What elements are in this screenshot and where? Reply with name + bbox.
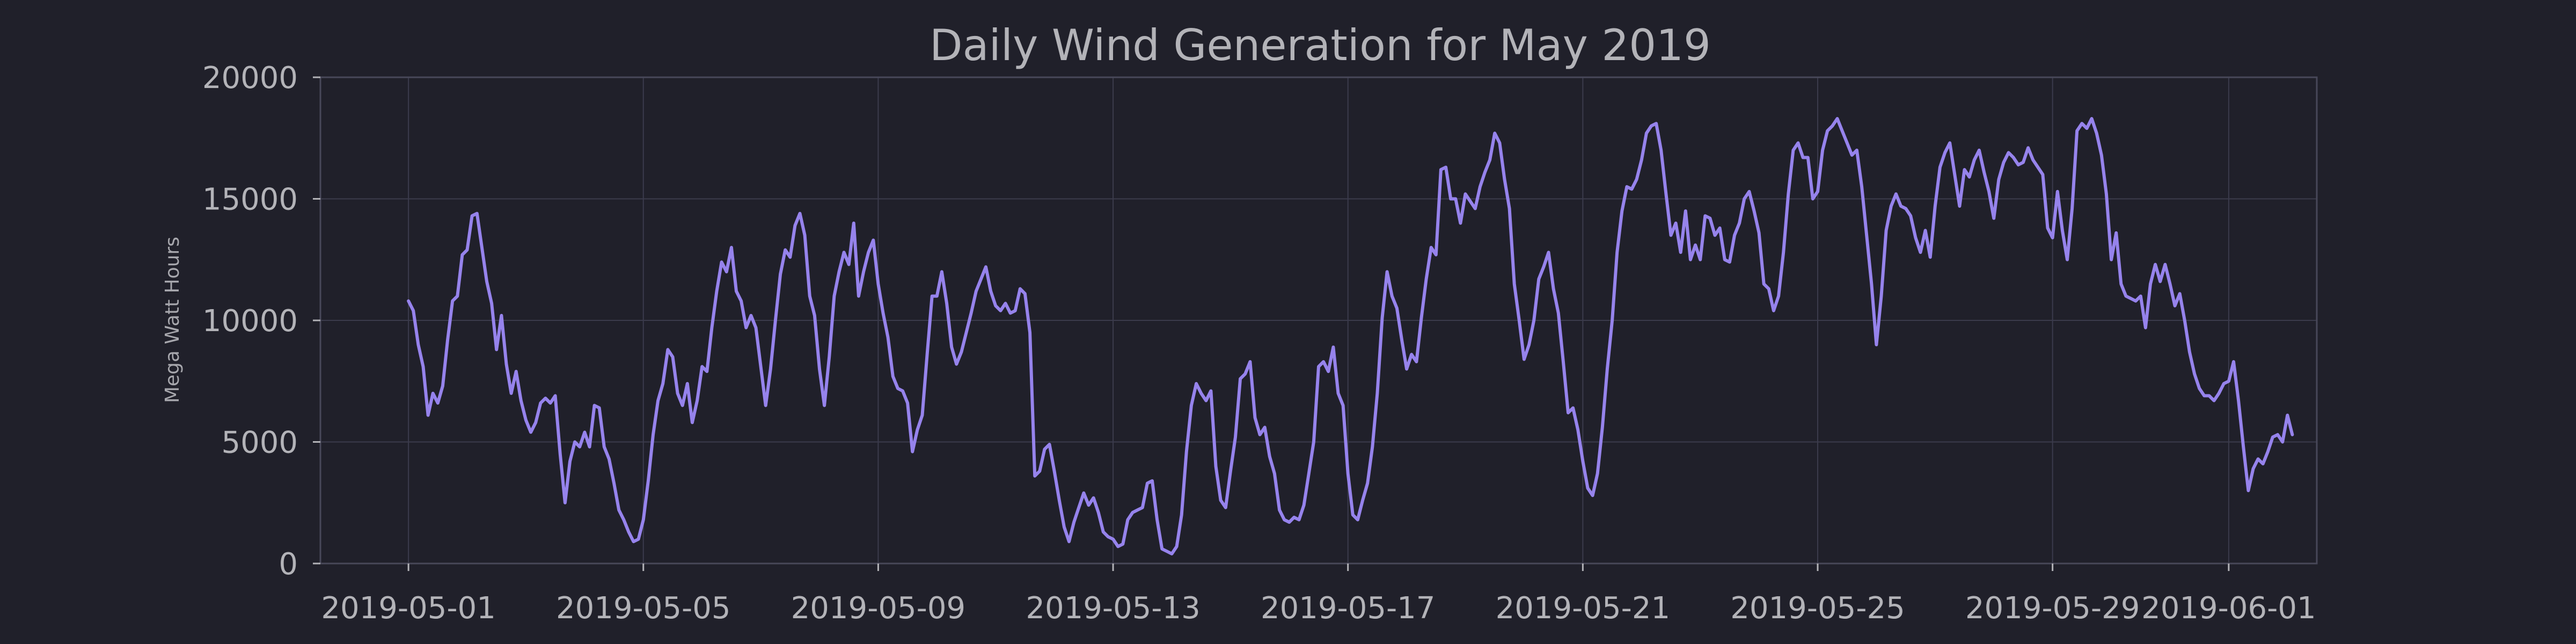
x-tick-label-2019-05-25: 2019-05-25 (1730, 591, 1905, 626)
y-tick-label-15000: 15000 (202, 182, 298, 217)
chart-title: Daily Wind Generation for May 2019 (930, 20, 1711, 70)
x-tick-label-2019-05-21: 2019-05-21 (1496, 591, 1670, 626)
y-axis-label: Mega Watt Hours (162, 237, 184, 403)
y-tick-label-0: 0 (279, 547, 298, 582)
grid (320, 77, 2317, 564)
x-tick-label-2019-05-01: 2019-05-01 (321, 591, 495, 626)
y-tick-label-5000: 5000 (221, 426, 298, 460)
axis-ticks: 0 5000 10000 15000 20000 2019-05-01 2019-05-05… (202, 61, 2316, 626)
x-tick-label-2019-05-17: 2019-05-17 (1261, 591, 1435, 626)
x-tick-label-2019-05-29: 2019-05-29 (1965, 591, 2140, 626)
x-tick-label-2019-05-09: 2019-05-09 (791, 591, 965, 626)
x-tick-label-2019-06-01: 2019-06-01 (2141, 591, 2316, 626)
y-tick-label-20000: 20000 (202, 61, 298, 96)
y-tick-label-10000: 10000 (202, 304, 298, 339)
x-tick-label-2019-05-13: 2019-05-13 (1026, 591, 1200, 626)
x-tick-label-2019-05-05: 2019-05-05 (556, 591, 730, 626)
series-line-wind-generation (407, 117, 2294, 555)
